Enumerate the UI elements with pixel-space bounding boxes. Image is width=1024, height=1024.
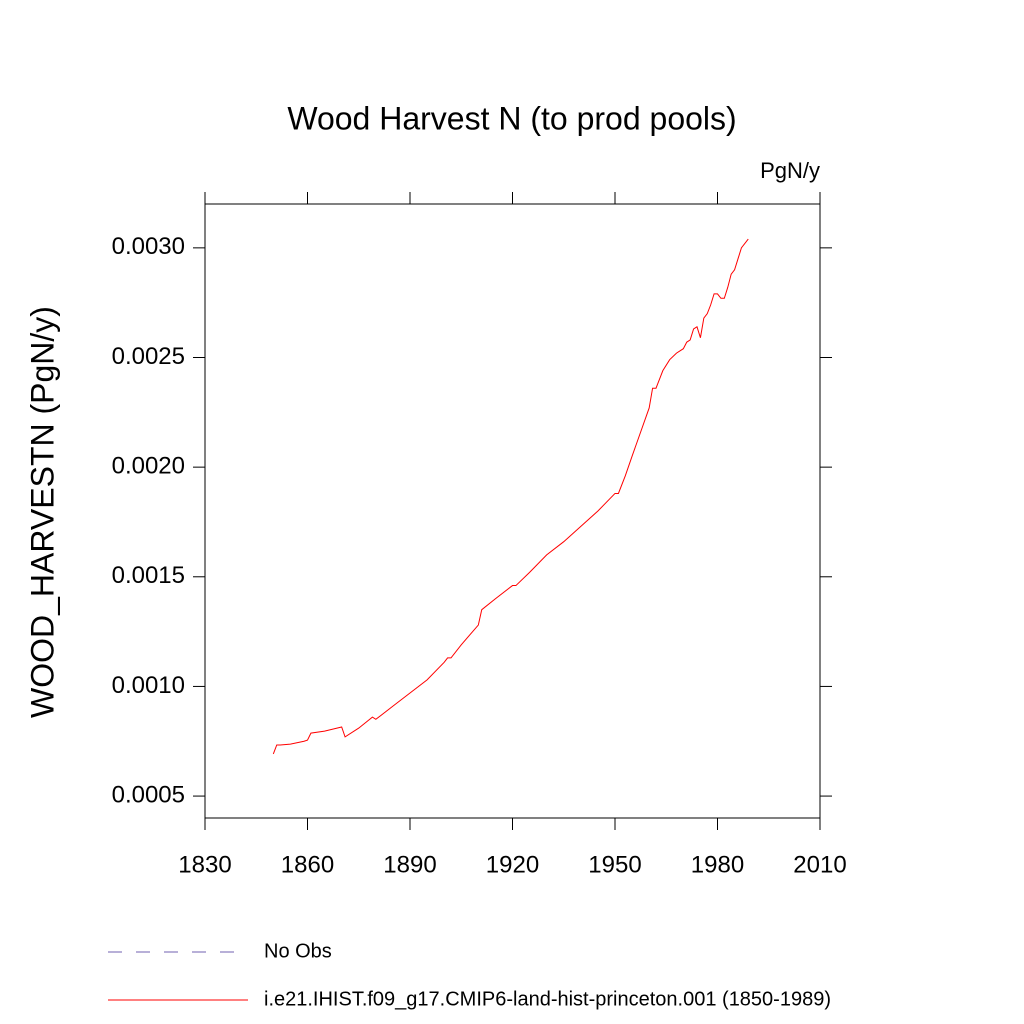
legend-label: No Obs	[264, 940, 332, 962]
chart-title: Wood Harvest N (to prod pools)	[287, 100, 736, 136]
units-label: PgN/y	[760, 158, 820, 183]
x-tick-label: 1920	[486, 851, 539, 878]
y-tick-label: 0.0030	[112, 233, 185, 260]
y-tick-label: 0.0015	[112, 562, 185, 589]
x-tick-label: 2010	[793, 851, 846, 878]
x-tick-label: 1950	[588, 851, 641, 878]
y-tick-label: 0.0005	[112, 781, 185, 808]
x-tick-label: 1980	[691, 851, 744, 878]
y-axis-label: WOOD_HARVESTN (PgN/y)	[24, 306, 60, 718]
plot-frame	[204, 203, 821, 819]
y-tick-label: 0.0020	[112, 452, 185, 479]
data-line	[272, 238, 749, 755]
legend-label: i.e21.IHIST.f09_g17.CMIP6-land-hist-prin…	[264, 988, 831, 1010]
x-tick-label: 1830	[178, 851, 231, 878]
x-tick-label: 1860	[281, 851, 334, 878]
y-tick-label: 0.0010	[112, 672, 185, 699]
x-tick-label: 1890	[383, 851, 436, 878]
y-tick-label: 0.0025	[112, 343, 185, 370]
